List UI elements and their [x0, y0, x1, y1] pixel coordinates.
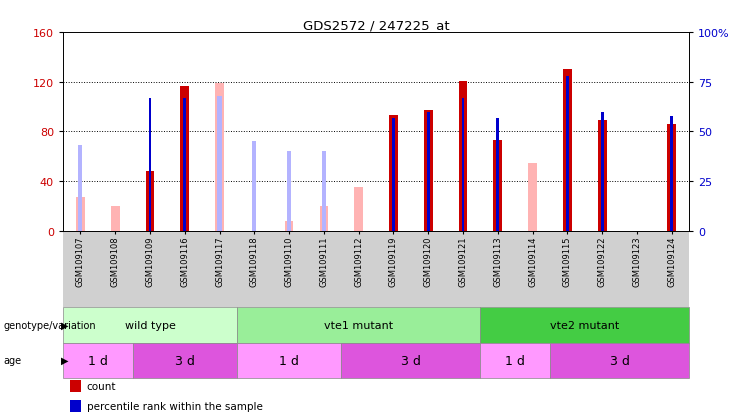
- Text: 1 d: 1 d: [88, 354, 107, 367]
- Bar: [566, 77, 569, 231]
- Text: 1 d: 1 d: [505, 354, 525, 367]
- Bar: [354, 188, 363, 231]
- Bar: [459, 81, 468, 231]
- Text: wild type: wild type: [124, 320, 176, 330]
- Text: 3 d: 3 d: [401, 354, 421, 367]
- Bar: [598, 121, 607, 231]
- Text: count: count: [87, 381, 116, 391]
- Bar: [180, 86, 189, 231]
- Bar: [111, 206, 119, 231]
- Bar: [145, 172, 154, 231]
- Text: vte1 mutant: vte1 mutant: [324, 320, 393, 330]
- Bar: [183, 98, 186, 231]
- Bar: [319, 206, 328, 231]
- Bar: [668, 125, 676, 231]
- Text: ▶: ▶: [61, 355, 68, 366]
- Text: vte2 mutant: vte2 mutant: [550, 320, 619, 330]
- Bar: [496, 118, 499, 231]
- Bar: [215, 84, 224, 231]
- Bar: [563, 70, 572, 231]
- Bar: [76, 198, 84, 231]
- Bar: [671, 116, 673, 231]
- Bar: [494, 141, 502, 231]
- Bar: [253, 142, 256, 231]
- Text: percentile rank within the sample: percentile rank within the sample: [87, 401, 262, 411]
- Bar: [79, 146, 82, 231]
- Bar: [287, 152, 291, 231]
- Bar: [670, 182, 674, 231]
- Bar: [528, 163, 537, 231]
- Text: ▶: ▶: [61, 320, 68, 330]
- Bar: [389, 116, 398, 231]
- Bar: [252, 142, 256, 231]
- Bar: [427, 112, 430, 231]
- Text: age: age: [4, 355, 21, 366]
- Text: 3 d: 3 d: [610, 354, 630, 367]
- Bar: [462, 98, 465, 231]
- Text: genotype/variation: genotype/variation: [4, 320, 96, 330]
- Bar: [148, 98, 151, 231]
- Bar: [601, 112, 604, 231]
- Bar: [322, 152, 326, 231]
- Text: 1 d: 1 d: [279, 354, 299, 367]
- Bar: [392, 118, 395, 231]
- Bar: [424, 111, 433, 231]
- Text: 3 d: 3 d: [175, 354, 195, 367]
- Title: GDS2572 / 247225_at: GDS2572 / 247225_at: [303, 19, 449, 32]
- Bar: [285, 221, 293, 231]
- Bar: [217, 97, 222, 231]
